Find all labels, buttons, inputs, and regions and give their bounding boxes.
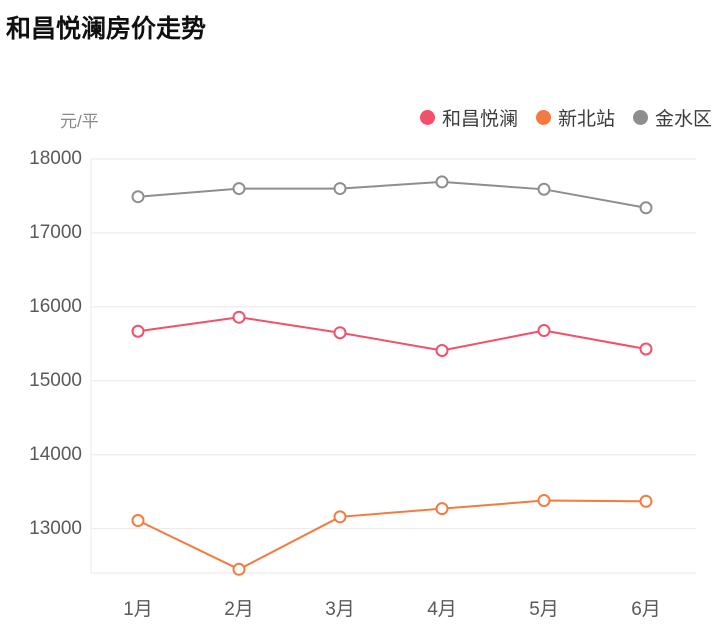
data-point-marker[interactable] [537,494,551,508]
x-axis-tick-label: 5月 [529,599,559,620]
data-point-marker[interactable] [333,326,347,340]
series-line-2 [137,180,647,209]
data-point-marker[interactable] [232,182,246,196]
y-axis-unit-label: 元/平 [60,112,99,131]
data-point-marker[interactable] [333,182,347,196]
series-line-1 [137,499,647,571]
x-axis-tick-label: 6月 [631,599,661,620]
x-axis-tick-label: 1月 [123,599,153,620]
data-point-marker[interactable] [537,324,551,338]
legend-swatch-icon [535,110,551,125]
y-axis-tick-label: 14000 [29,443,82,465]
legend-item-label: 新北站 [557,109,615,130]
y-axis-tick-label: 15000 [29,369,82,391]
y-axis-tick-label: 16000 [29,295,82,317]
page-title: 和昌悦澜房价走势 [6,15,207,43]
legend-item-label: 和昌悦澜 [441,109,518,130]
data-point-marker[interactable] [131,324,145,338]
x-axis-tick-label: 2月 [224,599,254,620]
data-point-marker[interactable] [435,502,449,516]
data-point-marker[interactable] [639,201,653,215]
legend-item-jinshuiqu[interactable]: 金水区 [632,104,712,131]
data-point-marker[interactable] [232,562,246,576]
legend-swatch-icon [419,110,435,125]
chart-legend: 和昌悦澜 新北站 金水区 [419,104,712,131]
data-point-marker[interactable] [131,190,145,204]
data-point-marker[interactable] [639,342,653,356]
data-point-marker[interactable] [435,175,449,189]
data-point-marker[interactable] [435,343,449,357]
data-point-marker[interactable] [639,494,653,508]
x-axis-tick-label: 3月 [325,599,355,620]
legend-swatch-icon [632,110,648,125]
data-point-marker[interactable] [333,510,347,524]
data-point-marker[interactable] [232,310,246,324]
data-point-marker[interactable] [537,182,551,196]
legend-item-xinbeizhan[interactable]: 新北站 [535,104,615,131]
y-axis-tick-label: 13000 [29,517,82,539]
data-point-marker[interactable] [131,514,145,528]
legend-item-label: 金水区 [654,109,712,130]
y-axis-tick-label: 17000 [29,221,82,243]
series-line-0 [137,316,647,352]
legend-item-hechangyuelan[interactable]: 和昌悦澜 [419,104,518,131]
x-axis-tick-label: 4月 [427,599,457,620]
y-axis-tick-label: 18000 [29,148,82,169]
